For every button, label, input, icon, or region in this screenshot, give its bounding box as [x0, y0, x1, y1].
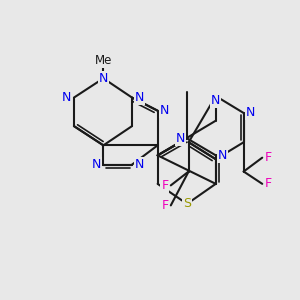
Text: S: S [183, 197, 191, 210]
Text: N: N [246, 106, 255, 119]
Text: N: N [134, 158, 144, 171]
Text: F: F [161, 179, 169, 192]
Text: N: N [92, 158, 101, 171]
Text: F: F [161, 199, 169, 212]
Text: N: N [218, 149, 227, 162]
Text: F: F [265, 177, 272, 190]
Text: N: N [176, 132, 185, 145]
Text: N: N [160, 104, 169, 117]
Text: N: N [134, 91, 144, 104]
Text: N: N [211, 94, 220, 107]
Text: N: N [62, 91, 72, 104]
Text: Me: Me [95, 55, 112, 68]
Text: N: N [99, 72, 108, 85]
Text: F: F [265, 151, 272, 164]
